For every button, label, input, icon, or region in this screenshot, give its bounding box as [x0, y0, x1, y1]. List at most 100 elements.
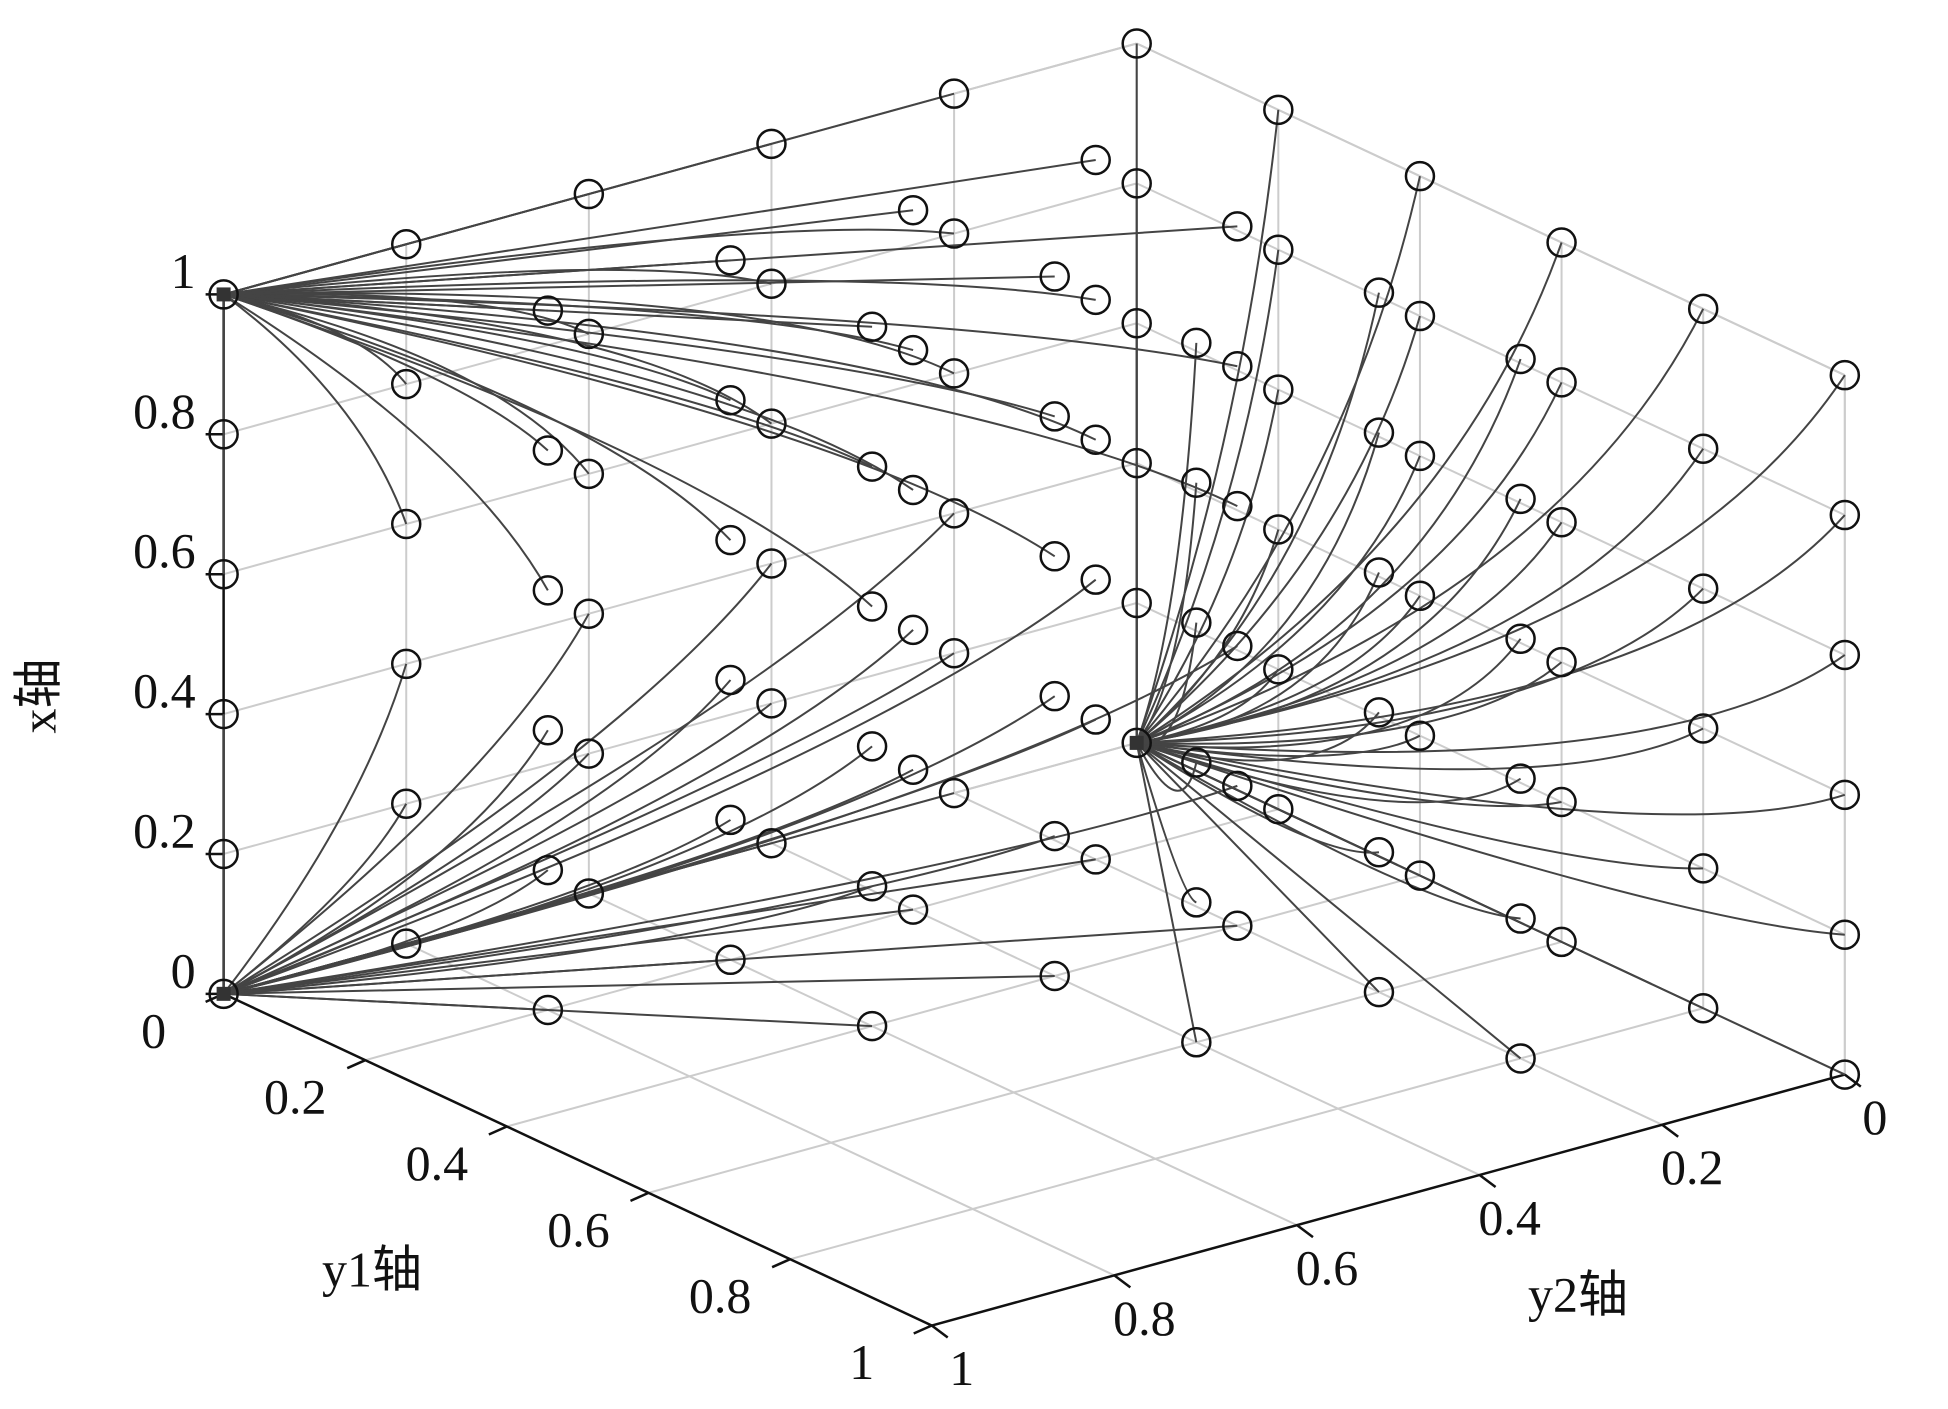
y1-tick-label: 0.4 — [406, 1135, 469, 1191]
trajectory — [223, 209, 914, 296]
y2-tick — [1296, 1224, 1314, 1239]
initial-point — [573, 738, 605, 769]
initial-point — [573, 458, 605, 490]
y2-tick — [930, 1324, 949, 1339]
trajectory — [1136, 374, 1846, 744]
initial-point — [715, 385, 746, 416]
initial-point — [1505, 483, 1536, 515]
grid-line — [1136, 322, 1846, 656]
trajectory — [1136, 741, 1846, 816]
trajectory — [1136, 742, 1522, 1060]
initial-point — [938, 218, 970, 249]
initial-point — [1080, 844, 1111, 875]
initial-point — [208, 279, 239, 310]
initial-point — [897, 474, 929, 506]
initial-point — [1222, 350, 1253, 382]
initial-point — [1121, 307, 1152, 339]
trajectory — [1136, 432, 1380, 744]
trajectory — [1136, 315, 1421, 744]
trajectory — [1135, 482, 1198, 744]
initial-point — [856, 311, 888, 342]
trajectory — [1135, 742, 1198, 1043]
trajectory — [223, 268, 772, 296]
initial-point — [573, 318, 605, 350]
initial-point — [756, 688, 787, 719]
grid-line — [771, 842, 1481, 1176]
initial-point — [1829, 359, 1861, 391]
y1-tick-label: 0.2 — [264, 1069, 327, 1125]
initial-point — [1263, 374, 1294, 405]
trajectory — [223, 293, 873, 608]
trajectory — [223, 908, 914, 995]
initial-point — [1505, 1043, 1536, 1074]
y2-tick — [1113, 1274, 1132, 1289]
y1-tick — [771, 1258, 791, 1269]
initial-point — [897, 614, 929, 646]
initial-point — [1363, 417, 1395, 448]
grid-line — [1136, 42, 1846, 377]
y2-tick — [1844, 1073, 1862, 1088]
initial-point — [1829, 1059, 1861, 1090]
initial-point — [938, 358, 970, 389]
initial-point — [756, 408, 787, 439]
equilibrium — [216, 287, 231, 302]
initial-point — [1222, 490, 1253, 522]
initial-point — [532, 435, 564, 466]
trajectory — [223, 512, 955, 995]
initial-point — [532, 575, 564, 606]
initial-point — [208, 698, 239, 730]
initial-point — [1121, 587, 1152, 619]
initial-point — [1546, 507, 1577, 538]
initial-point — [1505, 343, 1536, 375]
grid-line — [223, 322, 1137, 576]
trajectory — [223, 293, 1056, 558]
trajectory — [223, 974, 1055, 995]
initial-point — [390, 368, 422, 400]
trajectory — [223, 858, 1096, 995]
y1-tick — [913, 1324, 933, 1335]
initial-point — [390, 928, 422, 959]
trajectory — [223, 768, 914, 995]
trajectory — [223, 159, 1096, 296]
initial-point — [532, 994, 564, 1026]
initial-point — [1505, 623, 1536, 655]
trajectory — [1135, 389, 1280, 744]
trajectory — [223, 293, 408, 525]
trajectory — [223, 562, 773, 995]
initial-point — [1263, 234, 1294, 265]
grid-line — [223, 462, 1137, 716]
initial-point — [756, 268, 787, 299]
initial-point — [1121, 447, 1152, 479]
initial-point — [390, 508, 422, 540]
y2-axis — [931, 1073, 1846, 1327]
initial-point — [715, 804, 746, 836]
initial-point — [1687, 573, 1719, 604]
initial-point — [1404, 860, 1436, 891]
initial-point — [1080, 424, 1111, 456]
initial-point — [1222, 630, 1253, 662]
y2-tick-label: 0.6 — [1296, 1240, 1359, 1296]
y2-axis-label: y2轴 — [1528, 1266, 1628, 1322]
x-tick-label: 0.4 — [133, 663, 196, 719]
trajectory — [1136, 727, 1704, 771]
trajectory — [223, 292, 955, 375]
trajectory — [1136, 358, 1522, 744]
initial-point — [1546, 786, 1577, 818]
trajectory — [1136, 742, 1380, 854]
initial-point — [715, 664, 746, 696]
initial-point — [938, 78, 970, 109]
initial-point — [1222, 910, 1253, 942]
trajectory — [223, 275, 1055, 296]
x-tick-label: 0 — [171, 942, 196, 998]
initial-point — [1829, 779, 1861, 811]
trajectory — [1135, 742, 1197, 904]
trajectory — [223, 695, 1056, 995]
grid-line — [953, 792, 1663, 1126]
trajectory — [222, 613, 590, 995]
initial-point — [1039, 960, 1070, 992]
trajectory — [1136, 742, 1521, 920]
trajectory — [1136, 587, 1704, 744]
initial-point — [1404, 440, 1436, 472]
